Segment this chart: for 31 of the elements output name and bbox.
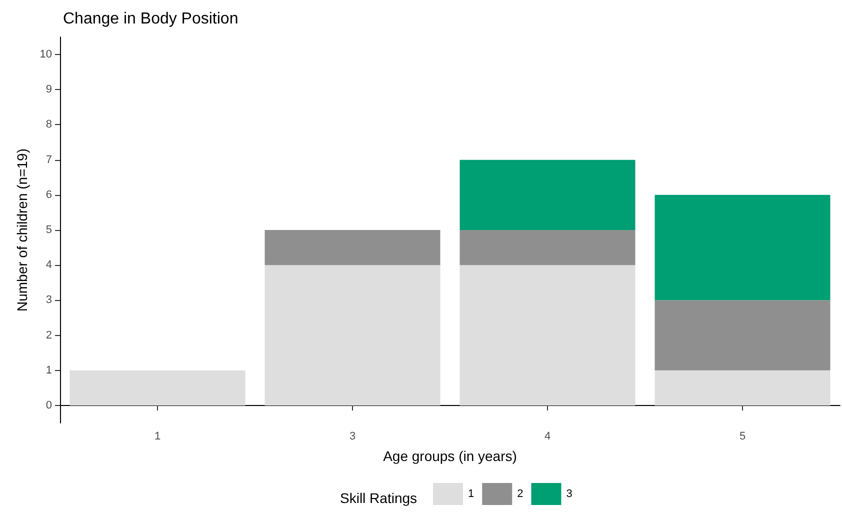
y-axis-title: Number of children (n=19) xyxy=(14,148,30,312)
legend-label: 2 xyxy=(517,488,524,500)
legend-label: 3 xyxy=(566,488,572,500)
y-tick-label: 5 xyxy=(46,224,52,236)
bar xyxy=(264,230,440,266)
bar xyxy=(654,194,830,300)
bar xyxy=(70,370,246,406)
chart-title: Change in Body Position xyxy=(63,10,238,28)
y-tick-label: 10 xyxy=(40,48,52,61)
y-tick-label: 1 xyxy=(46,364,52,376)
bar xyxy=(460,265,636,406)
y-tick-label: 7 xyxy=(46,154,52,166)
y-tick-label: 9 xyxy=(46,84,52,96)
y-tick-label: 0 xyxy=(46,399,52,412)
legend-title: Skill Ratings xyxy=(340,490,418,506)
x-axis-title: Age groups (in years) xyxy=(383,448,517,464)
bar xyxy=(460,230,636,266)
y-tick-label: 4 xyxy=(46,259,52,272)
bar xyxy=(654,300,830,370)
bar xyxy=(654,370,830,406)
x-tick-label: 4 xyxy=(544,430,551,442)
x-tick-label: 1 xyxy=(154,430,161,442)
y-tick-label: 2 xyxy=(46,329,52,342)
y-tick-label: 8 xyxy=(46,118,52,131)
bar xyxy=(460,160,636,230)
x-tick-label: 3 xyxy=(349,430,356,442)
x-tick-label: 5 xyxy=(739,430,746,442)
y-tick-label: 3 xyxy=(46,294,52,306)
bar xyxy=(264,265,440,406)
y-tick-label: 6 xyxy=(46,188,52,201)
legend-label: 1 xyxy=(468,488,474,500)
